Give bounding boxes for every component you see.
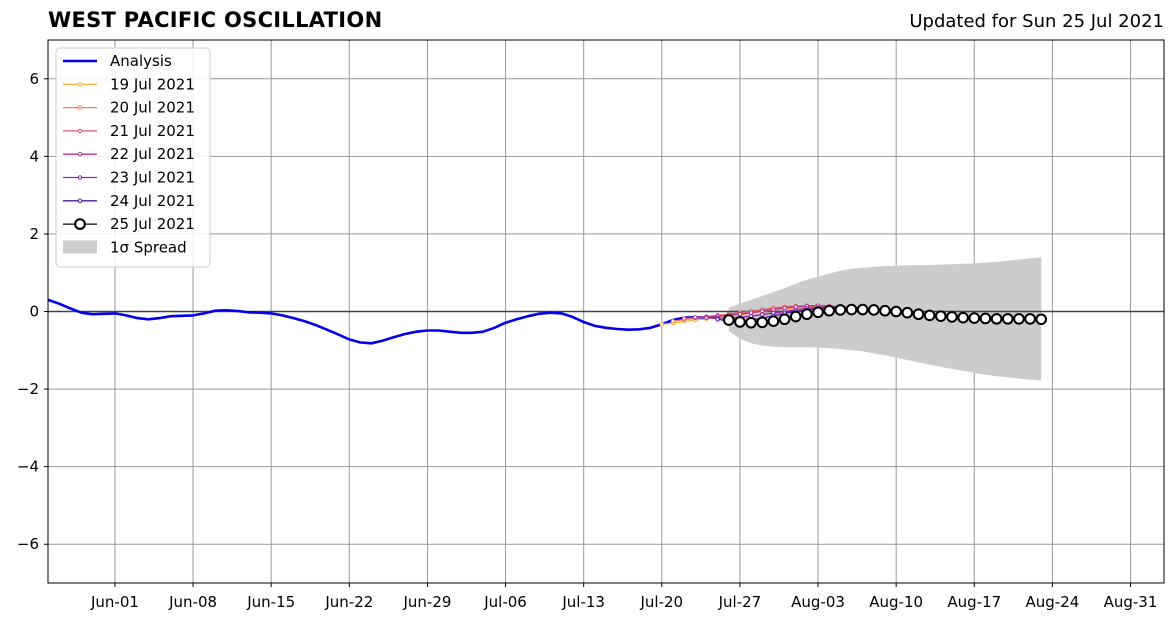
- analysis-line: [47, 298, 718, 345]
- forecast-point: [868, 304, 880, 316]
- y-tick-label: −2: [17, 380, 39, 398]
- x-tick-label: Jun-08: [168, 593, 217, 611]
- y-axis-ticks: 6 4 2 0 −2 −4 −6: [17, 70, 48, 553]
- forecast-point: [901, 306, 914, 319]
- forecast-point: [789, 310, 802, 323]
- legend-label: 21 Jul 2021: [110, 122, 195, 140]
- legend-marker: [77, 152, 83, 157]
- legend-label: Analysis: [110, 52, 172, 70]
- forecast-point: [968, 312, 981, 324]
- updated-date: Updated for Sun 25 Jul 2021: [909, 11, 1164, 32]
- forecast-point: [957, 311, 969, 324]
- legend-marker: [74, 218, 86, 230]
- forecast-point: [1035, 313, 1048, 326]
- forecast-point: [879, 304, 891, 317]
- y-tick-label: 2: [29, 225, 39, 243]
- forecast-point: [979, 312, 992, 325]
- x-tick-label: Jul-27: [718, 593, 762, 611]
- forecast-point: [715, 317, 720, 322]
- forecast-point: [990, 313, 1003, 325]
- y-tick-label: 4: [29, 147, 39, 165]
- series-group: [722, 303, 1048, 329]
- forecast-point: [722, 314, 735, 326]
- forecast-point: [693, 315, 698, 320]
- x-axis-ticks: Jun-01 Jun-08 Jun-15 Jun-22 Jun-29 Jul-06 Jul-…: [90, 583, 1157, 611]
- legend-label: 25 Jul 2021: [110, 215, 195, 233]
- forecast-point: [935, 310, 947, 322]
- forecast-point: [748, 310, 754, 315]
- spread-band: [728, 257, 1042, 381]
- forecast-point: [856, 303, 869, 316]
- forecast-point: [771, 307, 776, 312]
- forecast-point: [782, 305, 787, 311]
- legend: Analysis 19 Jul 2021 20 Jul 2021 21 Jul 202…: [55, 47, 211, 268]
- spread-band-layer: [728, 257, 1042, 381]
- forecast-point: [1001, 313, 1014, 325]
- x-tick-label: Jul-20: [639, 593, 683, 611]
- x-tick-label: Jul-13: [561, 593, 605, 611]
- forecast-point: [745, 316, 757, 329]
- legend-label: 23 Jul 2021: [110, 169, 195, 187]
- legend-marker: [77, 105, 83, 110]
- x-tick-label: Aug-17: [947, 593, 1001, 611]
- legend-box: [55, 47, 211, 268]
- forecast-point: [834, 304, 847, 316]
- x-tick-label: Jul-06: [483, 593, 527, 611]
- y-tick-label: 6: [29, 70, 39, 88]
- x-tick-label: Jun-01: [90, 593, 139, 611]
- forecast-point: [659, 322, 664, 327]
- legend-label: 24 Jul 2021: [110, 192, 195, 210]
- x-tick-label: Aug-03: [791, 593, 845, 611]
- forecast-point: [801, 308, 813, 321]
- forecast-point: [734, 316, 746, 328]
- legend-marker: [77, 198, 83, 204]
- chart-title: WEST PACIFIC OSCILLATION: [48, 8, 383, 32]
- series-layer: [47, 298, 1048, 345]
- legend-marker: [77, 82, 83, 87]
- legend-label: 1σ Spread: [110, 238, 187, 256]
- legend-marker: [77, 128, 83, 134]
- x-tick-label: Jun-29: [402, 593, 451, 611]
- legend-label: 22 Jul 2021: [110, 145, 195, 163]
- forecast-point: [704, 315, 709, 320]
- series-group: [47, 298, 718, 345]
- forecast-point: [823, 304, 836, 317]
- forecast-point: [946, 311, 958, 323]
- forecast-point: [1024, 313, 1036, 325]
- x-tick-label: Jun-15: [246, 593, 295, 611]
- forecast-point: [890, 305, 902, 318]
- forecast-point: [1013, 313, 1025, 325]
- legend-swatch-spread: [63, 240, 97, 254]
- forecast-point: [778, 313, 791, 326]
- forecast-point: [756, 316, 769, 329]
- x-tick-label: Jun-22: [324, 593, 373, 611]
- forecast-point: [681, 316, 687, 321]
- forecast-point: [760, 312, 765, 317]
- forecast-point: [670, 318, 676, 324]
- y-tick-label: −6: [17, 535, 39, 553]
- forecast-point: [767, 315, 780, 327]
- legend-label: 19 Jul 2021: [110, 75, 195, 93]
- legend-marker: [77, 175, 83, 180]
- forecast-point: [812, 306, 824, 319]
- y-tick-label: −4: [17, 458, 39, 476]
- forecast-point: [760, 308, 765, 314]
- x-tick-label: Aug-10: [869, 593, 923, 611]
- x-tick-label: Aug-31: [1104, 593, 1158, 611]
- forecast-point: [912, 308, 925, 321]
- forecast-point: [923, 309, 936, 322]
- x-tick-label: Aug-24: [1026, 593, 1080, 611]
- y-tick-label: 0: [29, 303, 39, 321]
- legend-label: 20 Jul 2021: [110, 99, 195, 117]
- forecast-point: [845, 303, 858, 316]
